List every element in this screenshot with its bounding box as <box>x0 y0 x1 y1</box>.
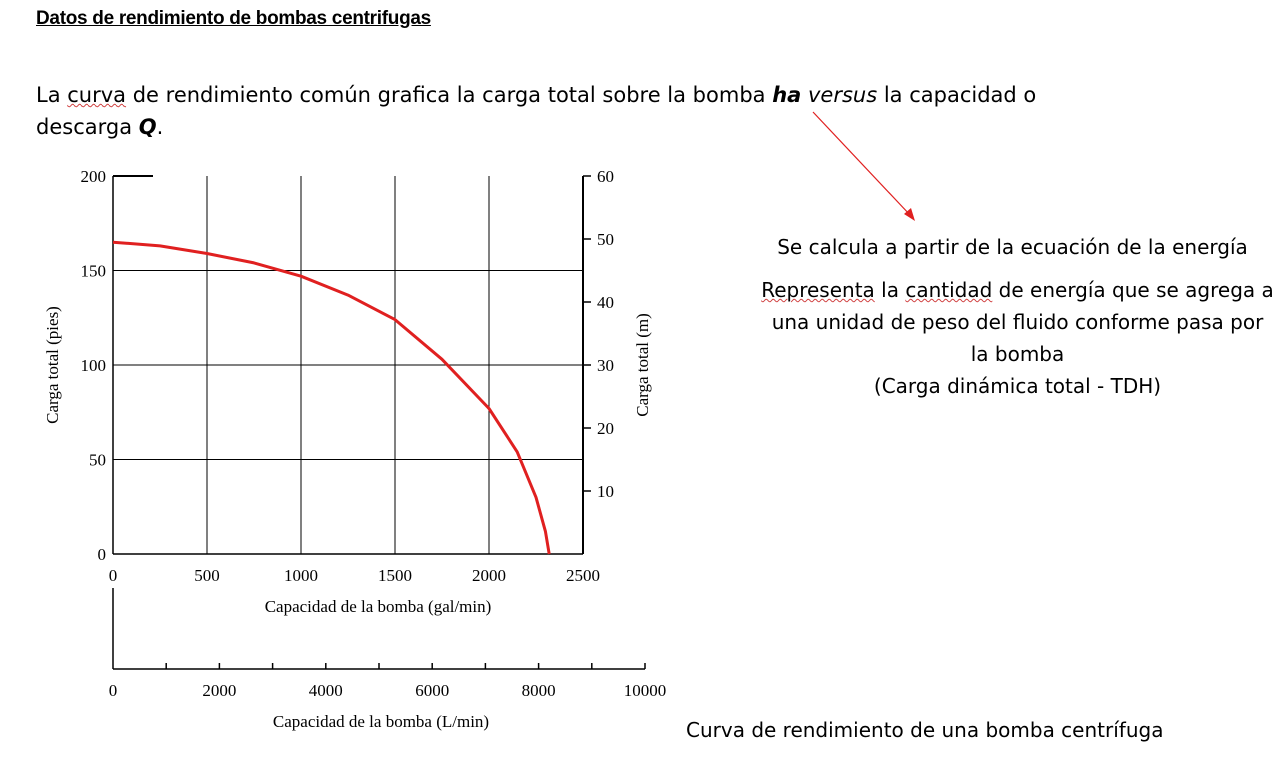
y2-tick-label: 60 <box>597 167 614 186</box>
represents-word-1: Representa <box>761 278 875 302</box>
x2-tick-label: 2000 <box>202 681 236 700</box>
energy-equation-note: Se calcula a partir de la ecuación de la… <box>755 231 1270 263</box>
represents-line2: (Carga dinámica total - TDH) <box>873 374 1162 398</box>
y-tick-label: 100 <box>81 356 107 375</box>
y2-tick-label: 40 <box>597 293 614 312</box>
intro-word-curva: curva <box>67 83 127 107</box>
y-tick-label: 50 <box>89 451 106 470</box>
represents-word-3: cantidad <box>905 278 993 302</box>
x-tick-label: 2000 <box>472 566 506 585</box>
x2-tick-label: 4000 <box>309 681 343 700</box>
y-tick-label: 150 <box>81 262 107 281</box>
intro-part4: . <box>156 115 164 139</box>
x-tick-label: 1500 <box>378 566 412 585</box>
x-tick-label: 500 <box>194 566 220 585</box>
intro-paragraph: La curva de rendimiento común grafica la… <box>36 79 1046 143</box>
represents-line1: Representa la cantidad de energía que se… <box>760 274 1273 370</box>
represents-word-4: de energía que se agrega a una unidad de… <box>771 278 1273 366</box>
x-tick-label: 1000 <box>284 566 318 585</box>
y2-tick-label: 30 <box>597 356 614 375</box>
intro-part1: La <box>36 83 68 107</box>
y-tick-label: 200 <box>81 167 107 186</box>
x2-tick-label: 10000 <box>624 681 667 700</box>
represents-note: Representa la cantidad de energía que se… <box>760 274 1273 402</box>
x-tick-label: 2500 <box>566 566 600 585</box>
x-axis-title: Capacidad de la bomba (gal/min) <box>265 597 492 616</box>
energy-equation-text: Se calcula a partir de la ecuación de la… <box>777 235 1248 259</box>
intro-symbol-q: Q <box>138 115 157 139</box>
page-title-text: Datos de rendimiento de bombas centrifug… <box>36 8 431 29</box>
intro-word-versus: versus <box>801 83 878 107</box>
page-title: Datos de rendimiento de bombas centrifug… <box>36 8 431 30</box>
y2-tick-label: 20 <box>597 419 614 438</box>
pointer-arrow-head <box>904 208 915 221</box>
x2-axis-title: Capacidad de la bomba (L/min) <box>273 712 489 731</box>
intro-part3: la capacidad o descarga <box>36 83 1037 139</box>
intro-symbol-ha: ha <box>772 83 802 107</box>
y2-axis-title: Carga total (m) <box>633 313 652 417</box>
series-line <box>112 240 551 555</box>
x2-tick-label: 8000 <box>522 681 556 700</box>
y2-tick-label: 10 <box>597 482 614 501</box>
represents-word-2: la <box>874 278 906 302</box>
intro-part2: de rendimiento común grafica la carga to… <box>126 83 773 107</box>
figure-caption-text: Curva de rendimiento de una bomba centrí… <box>686 718 1164 742</box>
y2-tick-label: 50 <box>597 230 614 249</box>
x-tick-label: 0 <box>109 566 118 585</box>
figure-caption: Curva de rendimiento de una bomba centrí… <box>686 718 1163 742</box>
x2-tick-label: 6000 <box>415 681 449 700</box>
y-axis-title: Carga total (pies) <box>43 306 62 424</box>
x2-tick-label: 0 <box>109 681 118 700</box>
y-tick-label: 0 <box>98 545 107 564</box>
